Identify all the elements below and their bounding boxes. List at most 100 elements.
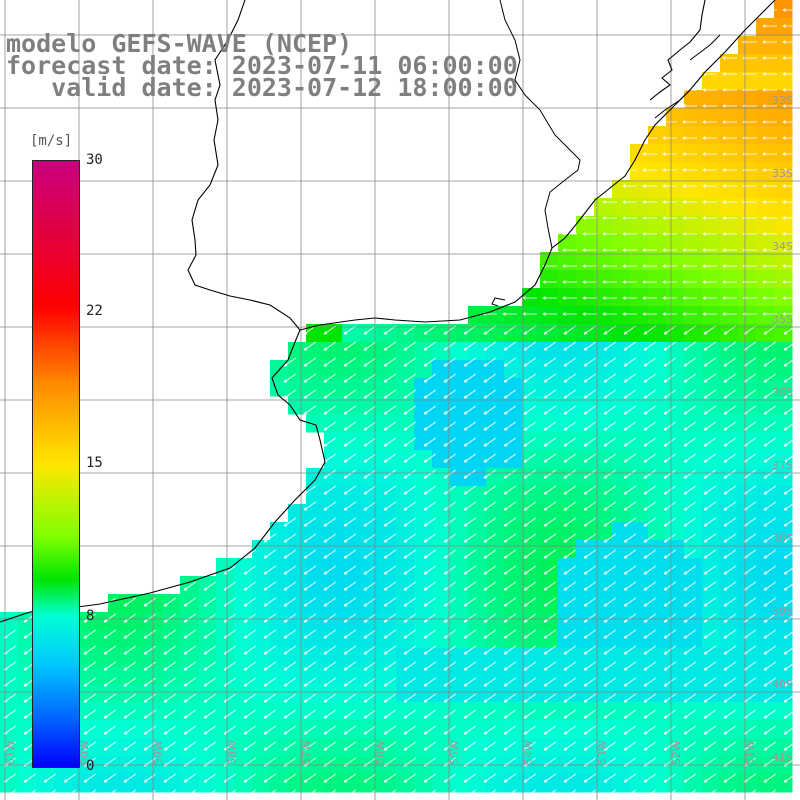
wind-arrow: [662, 296, 677, 300]
field-cell: [738, 612, 757, 631]
wind-arrow: [763, 389, 776, 399]
wind-arrow: [583, 485, 596, 495]
field-cell: [738, 594, 757, 613]
wind-arrow: [343, 693, 356, 703]
wind-arrow: [763, 597, 776, 607]
wind-arrow: [323, 341, 336, 351]
wind-arrow: [563, 357, 576, 367]
field-cell: [594, 594, 613, 613]
wind-arrow: [383, 549, 396, 559]
wind-arrow: [582, 312, 597, 316]
field-cell: [738, 270, 757, 289]
wind-arrow: [343, 501, 356, 511]
wind-arrow: [143, 645, 156, 655]
field-cell: [540, 396, 559, 415]
wind-arrow: [642, 280, 657, 284]
field-cell: [396, 432, 415, 451]
field-cell: [306, 612, 325, 631]
field-cell: [414, 702, 433, 721]
wind-arrow: [563, 741, 576, 751]
wind-arrow: [423, 741, 436, 751]
wind-arrow: [642, 264, 657, 268]
field-cell: [576, 252, 595, 271]
wind-arrow: [463, 533, 476, 543]
field-cell: [756, 648, 775, 667]
wind-arrow: [723, 469, 736, 479]
field-cell: [468, 342, 487, 361]
field-cell: [180, 720, 199, 739]
wind-arrow: [323, 725, 336, 735]
field-cell: [432, 576, 451, 595]
wind-arrow: [343, 405, 356, 415]
field-cell: [432, 558, 451, 577]
wind-arrow: [463, 373, 476, 383]
field-cell: [594, 540, 613, 559]
field-cell: [702, 270, 721, 289]
coastline: [0, 0, 776, 623]
wind-arrow: [563, 533, 576, 543]
wind-arrow: [503, 725, 516, 735]
field-cell: [414, 360, 433, 379]
field-cell: [756, 432, 775, 451]
field-cell: [540, 468, 559, 487]
wind-arrow: [523, 437, 536, 447]
wind-arrow: [602, 280, 617, 284]
wind-arrow: [603, 405, 616, 415]
wind-arrow: [503, 693, 516, 703]
field-cell: [702, 684, 721, 703]
field-cell: [378, 378, 397, 397]
wind-arrow: [303, 661, 316, 671]
field-cell: [648, 540, 667, 559]
wind-arrow: [443, 501, 456, 511]
field-cell: [738, 288, 757, 307]
wind-arrow: [762, 296, 777, 300]
wind-arrow: [403, 773, 416, 783]
field-cell: [432, 612, 451, 631]
wind-arrow: [783, 613, 796, 623]
wind-arrow: [503, 373, 516, 383]
field-cell: [450, 342, 469, 361]
wind-arrow: [563, 613, 576, 623]
field-cell: [504, 324, 523, 343]
wind-arrow: [583, 421, 596, 431]
field-cell: [414, 594, 433, 613]
field-cell: [450, 360, 469, 379]
wind-arrow: [703, 437, 716, 447]
field-cell: [90, 666, 109, 685]
field-cell: [630, 630, 649, 649]
field-cell: [558, 378, 577, 397]
wind-arrow: [403, 677, 416, 687]
field-cell: [720, 540, 739, 559]
wind-arrow: [603, 533, 616, 543]
wind-arrow: [623, 405, 636, 415]
wind-arrow: [383, 693, 396, 703]
wind-arrow: [363, 645, 376, 655]
field-cell: [774, 666, 793, 685]
field-cell: [324, 360, 343, 379]
wind-arrow: [463, 693, 476, 703]
field-cell: [630, 612, 649, 631]
wind-arrow: [702, 104, 717, 108]
field-cell: [126, 648, 145, 667]
wind-arrow: [782, 232, 797, 236]
wind-arrow: [563, 725, 576, 735]
wind-arrow: [583, 709, 596, 719]
field-cell: [306, 576, 325, 595]
wind-arrow: [622, 200, 637, 204]
wind-arrow: [602, 312, 617, 316]
field-cell: [486, 450, 505, 469]
wind-arrow: [763, 357, 776, 367]
field-cell: [612, 666, 631, 685]
wind-arrow: [762, 152, 777, 156]
field-cell: [756, 342, 775, 361]
field-cell: [324, 378, 343, 397]
field-cell: [558, 270, 577, 289]
wind-arrow: [603, 597, 616, 607]
field-cell: [666, 666, 685, 685]
wind-arrow: [143, 789, 156, 799]
wind-arrow: [503, 405, 516, 415]
wind-arrow: [383, 357, 396, 367]
wind-arrow: [383, 677, 396, 687]
wind-arrow: [223, 629, 236, 639]
field-cell: [558, 612, 577, 631]
